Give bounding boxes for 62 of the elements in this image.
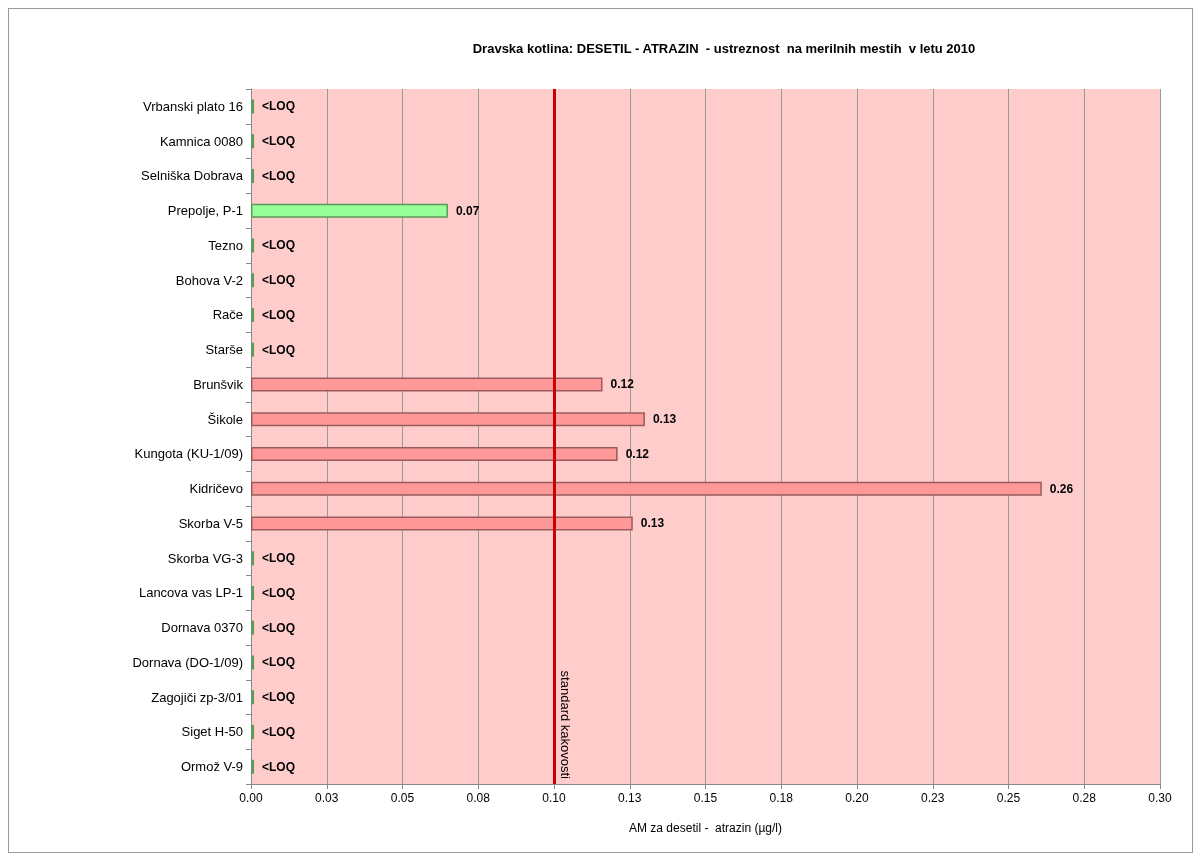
- x-tick-label: 0.18: [769, 791, 794, 805]
- data-label: <LOQ: [262, 238, 296, 253]
- data-label: <LOQ: [262, 690, 296, 705]
- y-tick-label: Skorba V-5: [178, 515, 243, 531]
- x-tick-label: 0.13: [618, 791, 642, 805]
- y-tick-label: Starše: [205, 342, 243, 358]
- bar: [251, 481, 1042, 496]
- data-label: <LOQ: [262, 307, 296, 322]
- data-label: <LOQ: [262, 134, 296, 149]
- y-tick-label: Rače: [212, 307, 243, 323]
- data-label: 0.12: [610, 377, 635, 392]
- bar: [251, 203, 448, 218]
- y-tick-label: Siget H-50: [181, 724, 243, 740]
- data-label: <LOQ: [262, 655, 296, 670]
- data-label: <LOQ: [262, 273, 296, 288]
- y-tick-label: Zagojiči zp-3/01: [151, 689, 243, 705]
- x-tick-label: 0.00: [239, 791, 263, 805]
- y-tick-label: Kungota (KU-1/09): [134, 446, 243, 462]
- y-tick-label: Vrbanski plato 16: [143, 98, 243, 114]
- data-label: 0.13: [652, 412, 677, 427]
- y-tick-label: Skorba VG-3: [167, 550, 243, 566]
- bar: [251, 516, 633, 531]
- data-label: <LOQ: [262, 724, 296, 739]
- bar: [251, 412, 645, 427]
- data-label: 0.07: [455, 203, 480, 218]
- x-tick-label: 0.10: [542, 791, 566, 805]
- data-label: <LOQ: [262, 168, 296, 183]
- y-tick-label: Ormož V-9: [180, 759, 243, 775]
- y-tick-label: Lancova vas LP-1: [138, 585, 243, 601]
- chart-title: Dravska kotlina: DESETIL - ATRAZIN - ustreznost na merilnih mestih v letu 2010: [472, 41, 976, 56]
- bar: [251, 377, 603, 392]
- data-label: <LOQ: [262, 342, 296, 357]
- ref-line-label: standard kakovosti: [558, 670, 573, 780]
- x-tick-label: 0.30: [1148, 791, 1172, 805]
- y-tick-label: Brunšvik: [193, 376, 244, 392]
- data-label: 0.26: [1049, 481, 1074, 496]
- data-label: 0.12: [625, 446, 650, 461]
- x-tick-label: 0.25: [996, 791, 1021, 805]
- x-tick-label: 0.05: [390, 791, 415, 805]
- y-tick-label: Bohova V-2: [175, 272, 243, 288]
- x-tick-label: 0.23: [921, 791, 945, 805]
- data-label: <LOQ: [262, 620, 296, 635]
- data-label: 0.13: [640, 516, 665, 531]
- data-label: <LOQ: [262, 759, 296, 774]
- bar: [251, 446, 618, 461]
- data-label: <LOQ: [262, 551, 296, 566]
- x-axis-title: AM za desetil - atrazin (µg/l): [629, 821, 782, 835]
- y-tick-label: Dornava 0370: [161, 620, 243, 636]
- x-tick-label: 0.20: [845, 791, 869, 805]
- y-tick-label: Tezno: [208, 237, 243, 253]
- data-label: <LOQ: [262, 99, 296, 114]
- y-tick-label: Selniška Dobrava: [141, 168, 244, 184]
- y-tick-label: Kamnica 0080: [159, 133, 243, 149]
- y-tick-label: Prepolje, P-1: [167, 203, 243, 219]
- data-label: <LOQ: [262, 585, 296, 600]
- y-tick-label: Šikole: [207, 411, 243, 427]
- x-tick-label: 0.08: [466, 791, 491, 805]
- x-tick-label: 0.28: [1072, 791, 1097, 805]
- x-tick-label: 0.15: [693, 791, 718, 805]
- y-tick-label: Kidričevo: [189, 481, 243, 497]
- x-tick-label: 0.03: [315, 791, 339, 805]
- y-tick-label: Dornava (DO-1/09): [132, 654, 243, 670]
